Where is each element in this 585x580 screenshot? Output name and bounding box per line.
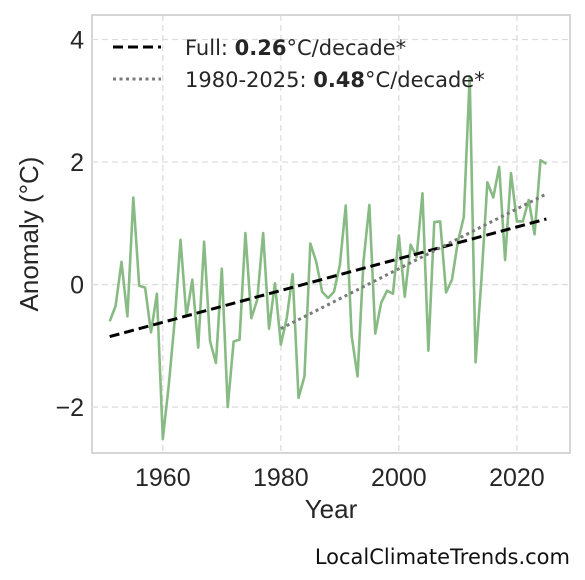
x-tick-label: 2000 (371, 464, 427, 492)
trend-line-1980-2025 (280, 192, 548, 330)
trend-line-full (109, 217, 547, 339)
x-tick-label: 1960 (135, 464, 191, 492)
anomaly-line (108, 74, 548, 441)
x-tick-label: 1980 (253, 464, 309, 492)
legend-suffix-full: °C/decade* (287, 36, 407, 60)
series-group (108, 74, 548, 441)
y-tick-label: −2 (55, 394, 84, 422)
legend-prefix-full: Full: (185, 36, 235, 60)
x-tick-label: 2020 (489, 464, 545, 492)
legend-value-1980-2025: 0.48 (313, 68, 365, 92)
x-axis-title: Year (305, 494, 358, 524)
y-tick-label: 0 (70, 272, 84, 300)
legend-prefix-1980-2025: 1980-2025: (185, 68, 313, 92)
y-tick-label: 2 (70, 149, 84, 177)
y-tick-label: 4 (70, 27, 84, 55)
legend: Full: 0.26°C/decade* 1980-2025: 0.48°C/d… (113, 36, 485, 92)
x-tick-labels: 1960 1980 2000 2020 (135, 464, 545, 492)
y-tick-labels: 4 2 0 −2 (55, 27, 84, 423)
legend-entry-full: Full: 0.26°C/decade* (185, 36, 406, 60)
grid (92, 15, 570, 453)
legend-value-full: 0.26 (235, 36, 287, 60)
y-axis-title: Anomaly (°C) (14, 157, 44, 312)
legend-suffix-1980-2025: °C/decade* (365, 68, 485, 92)
site-credit: LocalClimateTrends.com (314, 545, 570, 569)
legend-entry-1980-2025: 1980-2025: 0.48°C/decade* (185, 68, 485, 92)
